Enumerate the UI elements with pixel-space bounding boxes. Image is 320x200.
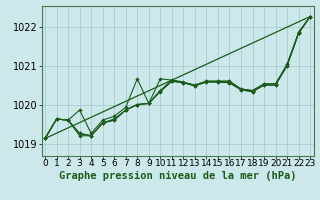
X-axis label: Graphe pression niveau de la mer (hPa): Graphe pression niveau de la mer (hPa) [59,171,296,181]
